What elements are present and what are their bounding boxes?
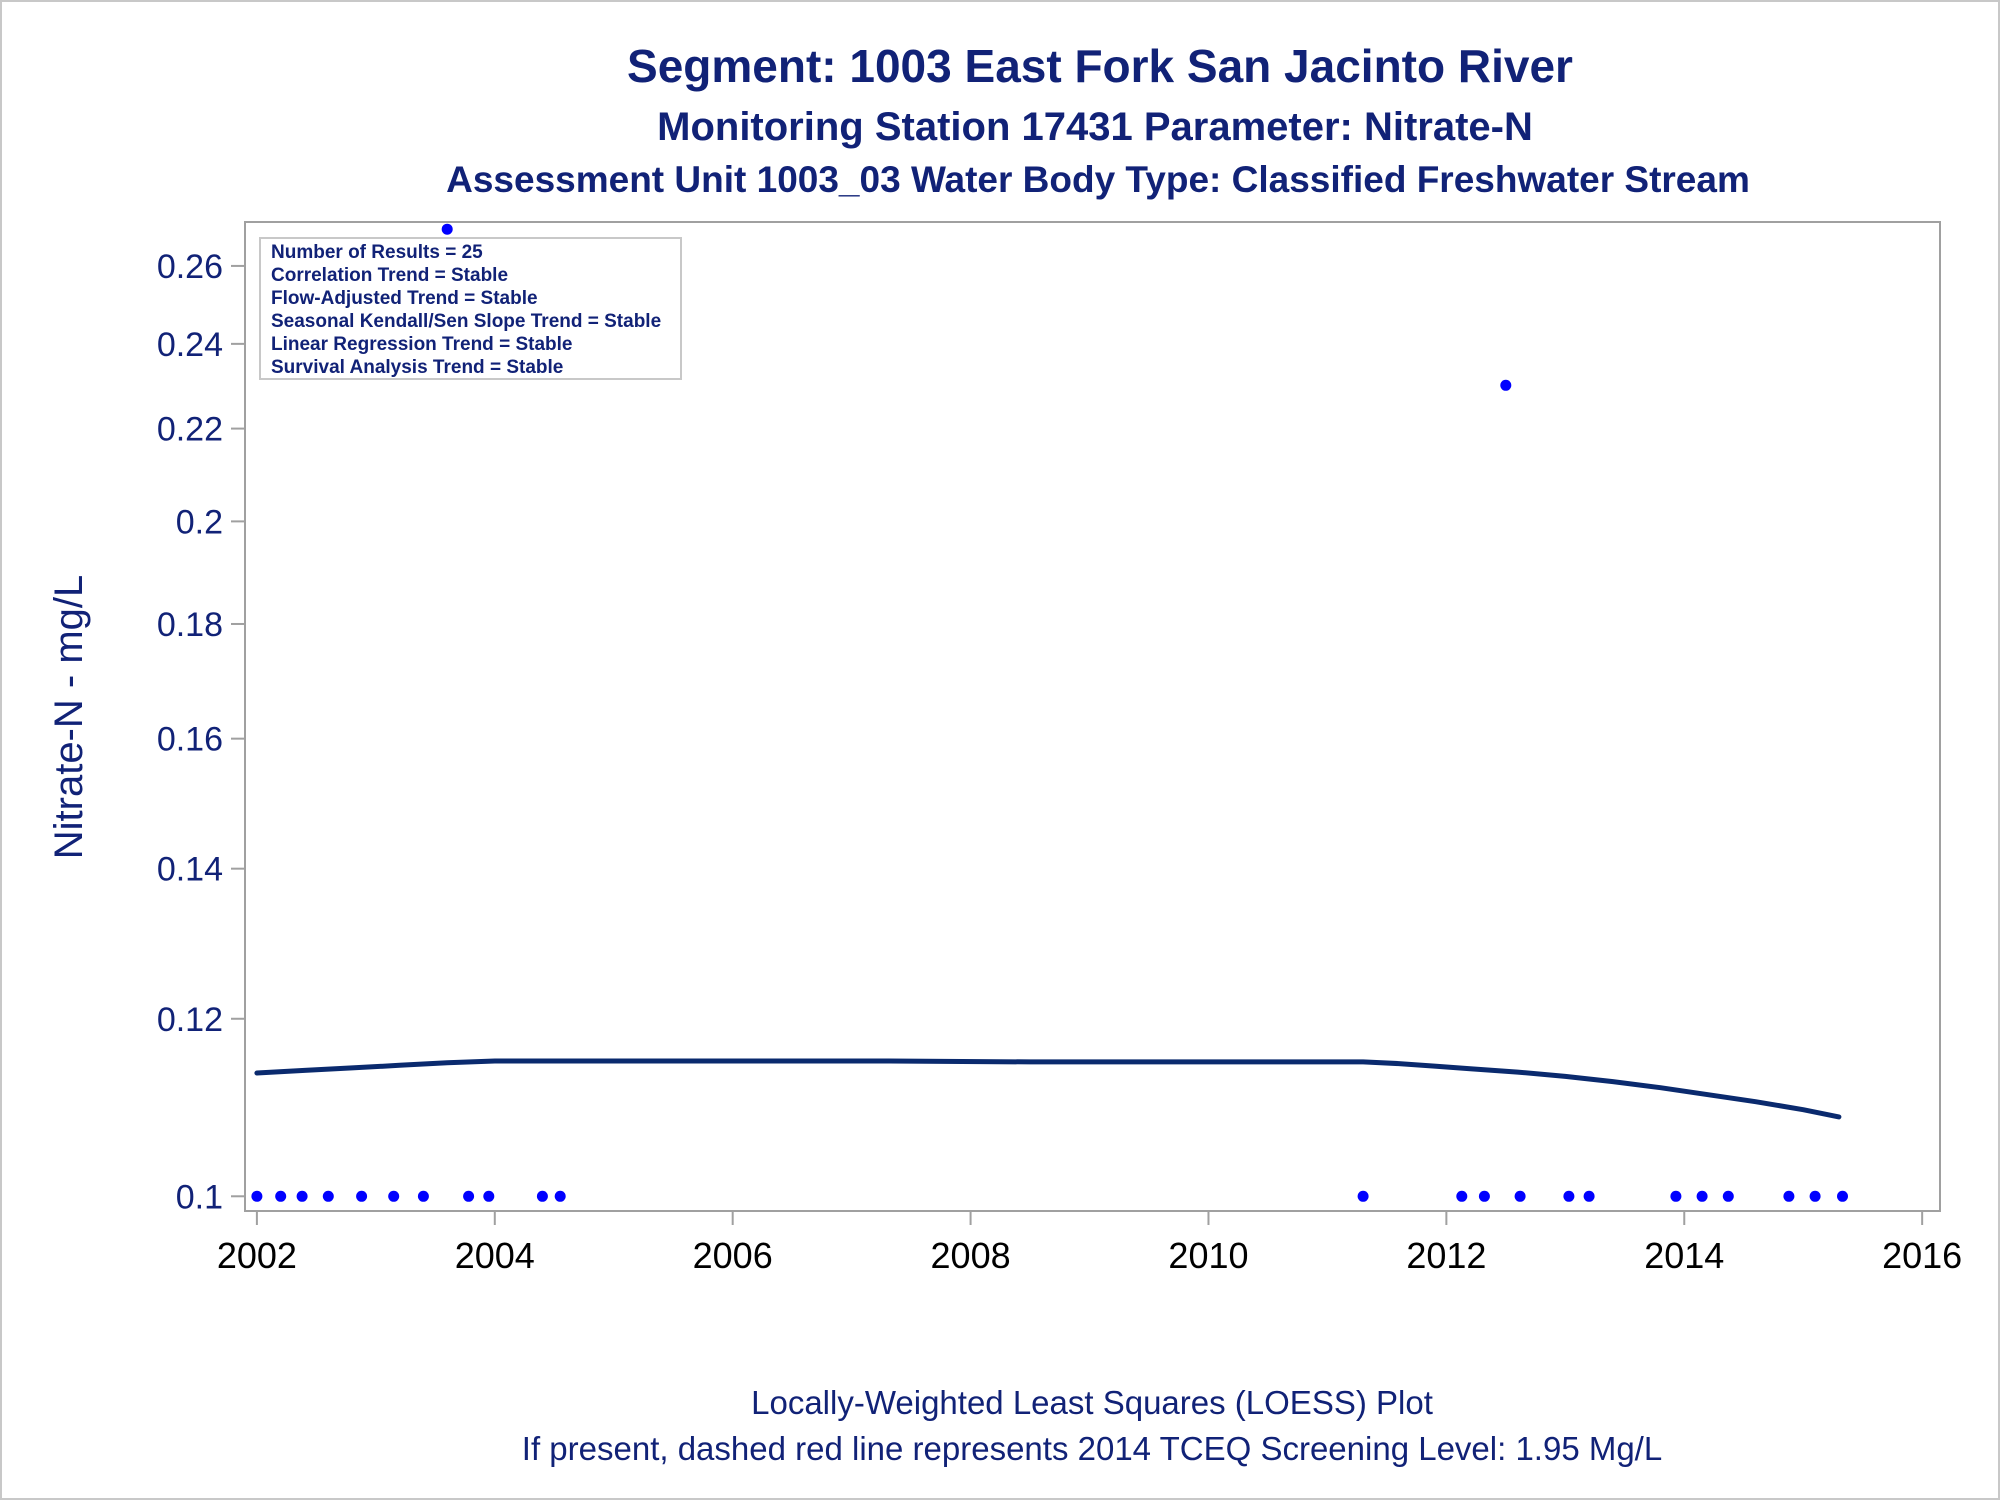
chart-subtitle: Monitoring Station 17431 Parameter: Nitr… bbox=[657, 105, 1533, 149]
x-tick-label: 2008 bbox=[931, 1235, 1011, 1276]
data-point bbox=[275, 1190, 287, 1202]
data-point bbox=[1583, 1190, 1595, 1202]
data-point bbox=[483, 1190, 495, 1202]
y-axis: 0.1 0.12 0.14 0.16 0.18 0.2 0.22 0.24 0.26 bbox=[157, 248, 245, 1216]
x-tick-label: 2004 bbox=[455, 1235, 535, 1276]
legend-entry: Survival Analysis Trend = Stable bbox=[271, 357, 563, 378]
y-axis-label: Nitrate-N - mg/L bbox=[47, 575, 91, 860]
data-point bbox=[1456, 1190, 1468, 1202]
x-tick-label: 2006 bbox=[693, 1235, 773, 1276]
x-tick-label: 2016 bbox=[1882, 1235, 1962, 1276]
y-tick-label: 0.16 bbox=[157, 721, 223, 759]
data-point bbox=[441, 223, 453, 235]
y-tick-label: 0.12 bbox=[157, 1001, 223, 1039]
data-point bbox=[322, 1190, 334, 1202]
x-tick-label: 2010 bbox=[1168, 1235, 1248, 1276]
x-tick-label: 2002 bbox=[217, 1235, 297, 1276]
data-point bbox=[251, 1190, 263, 1202]
data-point bbox=[1837, 1190, 1848, 1202]
data-point bbox=[296, 1190, 308, 1202]
y-tick-label: 0.26 bbox=[157, 248, 223, 286]
data-point bbox=[1563, 1190, 1575, 1202]
chart-title: Segment: 1003 East Fork San Jacinto Rive… bbox=[627, 40, 1573, 92]
x-tick-label: 2014 bbox=[1644, 1235, 1724, 1276]
data-point bbox=[1783, 1190, 1795, 1202]
legend-entry: Correlation Trend = Stable bbox=[271, 265, 508, 286]
trend-legend-box: Number of Results = 25 Correlation Trend… bbox=[259, 237, 682, 380]
data-point bbox=[1514, 1190, 1526, 1202]
data-point bbox=[417, 1190, 429, 1202]
y-tick-label: 0.22 bbox=[157, 411, 223, 449]
plot-area bbox=[244, 221, 1941, 1212]
data-point bbox=[1500, 379, 1512, 391]
y-tick-label: 0.14 bbox=[157, 851, 223, 889]
legend-entry: Number of Results = 25 bbox=[271, 242, 483, 263]
legend-entry: Flow-Adjusted Trend = Stable bbox=[271, 288, 538, 309]
legend-entry: Linear Regression Trend = Stable bbox=[271, 334, 572, 355]
y-tick-label: 0.2 bbox=[176, 503, 223, 541]
data-point bbox=[1670, 1190, 1682, 1202]
data-point bbox=[356, 1190, 368, 1202]
chart-subtitle-2: Assessment Unit 1003_03 Water Body Type:… bbox=[446, 159, 1750, 200]
loess-line bbox=[254, 1058, 1842, 1120]
data-point bbox=[388, 1190, 400, 1202]
data-point bbox=[1809, 1190, 1821, 1202]
y-tick-label: 0.24 bbox=[157, 326, 223, 364]
data-point bbox=[463, 1190, 475, 1202]
data-point bbox=[1696, 1190, 1708, 1202]
data-point bbox=[1357, 1190, 1369, 1202]
series-layer bbox=[251, 223, 1848, 1202]
legend-box-border bbox=[259, 237, 682, 380]
y-tick-label: 0.18 bbox=[157, 606, 223, 644]
data-point bbox=[536, 1190, 548, 1202]
footnote-screening-level: If present, dashed red line represents 2… bbox=[522, 1430, 1662, 1467]
data-point bbox=[1478, 1190, 1490, 1202]
data-point bbox=[1722, 1190, 1734, 1202]
data-point bbox=[554, 1190, 566, 1202]
footnote-loess: Locally-Weighted Least Squares (LOESS) P… bbox=[751, 1384, 1433, 1421]
x-tick-label: 2012 bbox=[1406, 1235, 1486, 1276]
legend-entry: Seasonal Kendall/Sen Slope Trend = Stabl… bbox=[271, 311, 661, 332]
x-axis: 2002 2004 2006 2008 2010 2012 2014 2016 bbox=[217, 1211, 1962, 1276]
y-tick-label: 0.1 bbox=[176, 1178, 223, 1216]
